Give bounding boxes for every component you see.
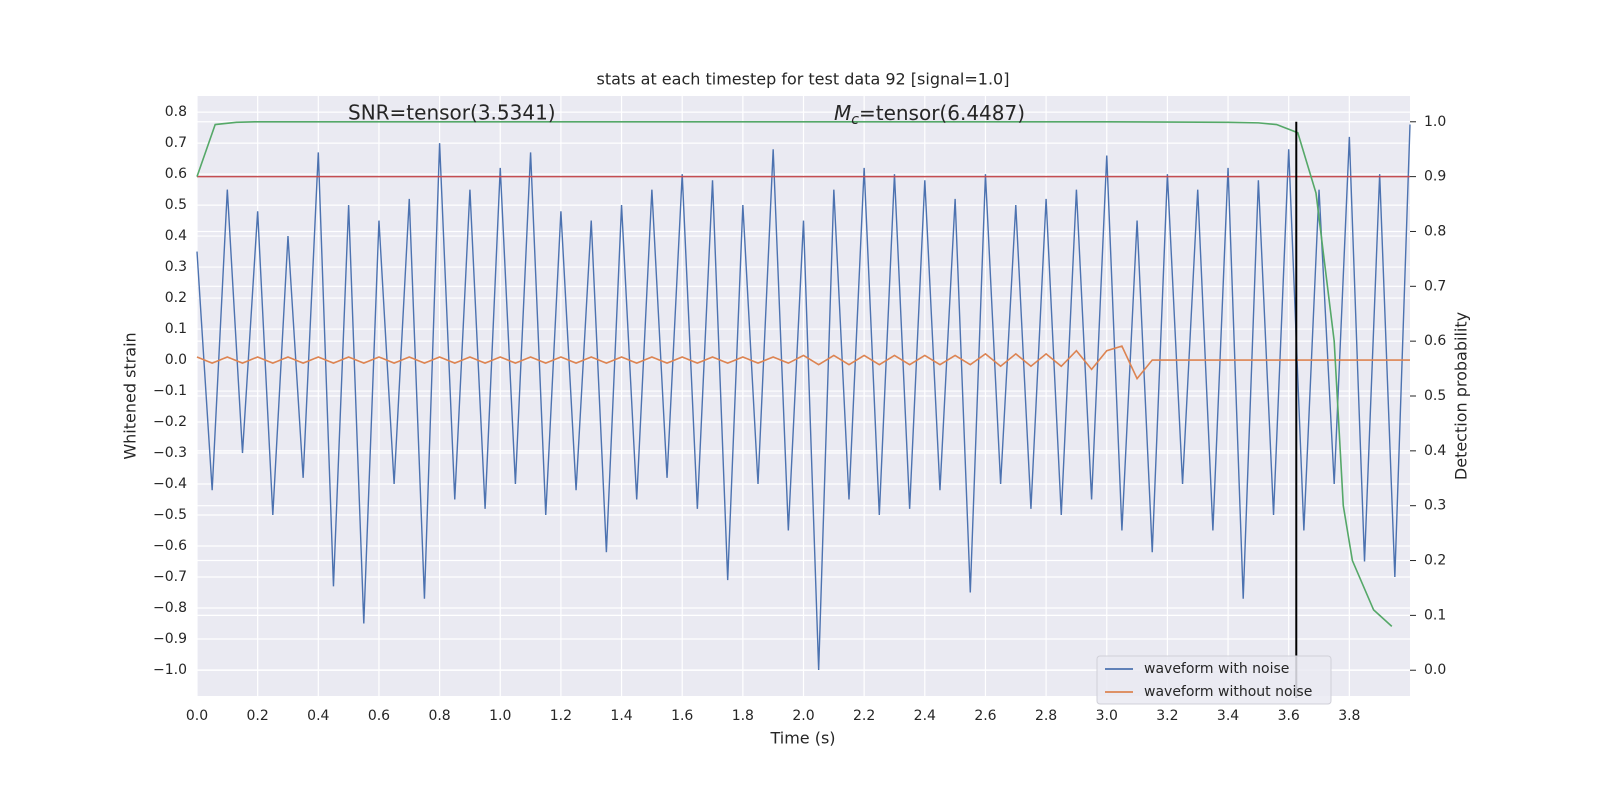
y-tick-label: −0.9 xyxy=(153,631,187,647)
y-tick-label: −1.0 xyxy=(153,662,187,678)
x-tick-label: 3.6 xyxy=(1278,708,1300,724)
x-tick-label: 3.0 xyxy=(1096,708,1118,724)
x-tick-label: 0.6 xyxy=(368,708,390,724)
chart-title: stats at each timestep for test data 92 … xyxy=(597,70,1010,89)
annotation: Mc=tensor(6.4487) xyxy=(834,101,1025,129)
x-tick-label: 0.8 xyxy=(428,708,450,724)
legend-label: waveform without noise xyxy=(1144,684,1312,700)
y-tick-label: 0.5 xyxy=(165,197,187,213)
y-tick-label: 0.8 xyxy=(165,104,187,120)
y2-axis-label: Detection probability xyxy=(1452,312,1471,480)
y2-tick-label: 0.8 xyxy=(1424,223,1446,239)
x-tick-label: 3.8 xyxy=(1338,708,1360,724)
y-tick-label: 0.1 xyxy=(165,321,187,337)
x-tick-label: 3.4 xyxy=(1217,708,1239,724)
y2-tick-label: 0.4 xyxy=(1424,443,1446,459)
x-tick-label: 2.0 xyxy=(792,708,814,724)
annotation-text: =tensor(6.4487) xyxy=(859,101,1025,125)
series-line xyxy=(196,345,1410,381)
x-tick-label: 1.8 xyxy=(732,708,754,724)
y2-tick-label: 0.3 xyxy=(1424,498,1446,514)
y2-tick-label: 0.1 xyxy=(1424,607,1446,623)
y-tick-label: 0.3 xyxy=(165,259,187,275)
y-tick-label: −0.7 xyxy=(153,569,187,585)
annotation-symbol: M xyxy=(834,101,851,125)
x-tick-label: 2.4 xyxy=(914,708,936,724)
y-tick-label: −0.6 xyxy=(153,538,187,554)
y-tick-label: −0.5 xyxy=(153,507,187,523)
legend: waveform with noise waveform without nois… xyxy=(1096,655,1332,705)
series-line xyxy=(196,124,1411,670)
y2-tick-label: 1.0 xyxy=(1424,114,1446,130)
series-line xyxy=(196,120,1393,627)
y-tick-label: −0.4 xyxy=(153,476,187,492)
legend-box xyxy=(1096,655,1332,705)
y-axis-label: Whitened strain xyxy=(121,332,140,459)
y2-tick-label: 0.2 xyxy=(1424,553,1446,569)
annotation: SNR=tensor(3.5341) xyxy=(348,101,556,125)
y2-tick-label: 0.7 xyxy=(1424,278,1446,294)
x-tick-label: 1.0 xyxy=(489,708,511,724)
x-tick-label: 1.2 xyxy=(550,708,572,724)
y2-tick-label: 0.5 xyxy=(1424,388,1446,404)
legend-label: waveform with noise xyxy=(1144,661,1289,677)
x-tick-label: 2.2 xyxy=(853,708,875,724)
x-tick-label: 0.0 xyxy=(186,708,208,724)
x-tick-label: 3.2 xyxy=(1156,708,1178,724)
y2-tick-label: 0.9 xyxy=(1424,169,1446,185)
y-tick-label: 0.4 xyxy=(165,228,187,244)
y-tick-label: 0.6 xyxy=(165,166,187,182)
x-tick-label: 1.6 xyxy=(671,708,693,724)
y-tick-label: −0.2 xyxy=(153,414,187,430)
x-tick-label: 2.6 xyxy=(974,708,996,724)
y2-tick-label: 0.6 xyxy=(1424,333,1446,349)
x-tick-label: 0.2 xyxy=(247,708,269,724)
annotation-subscript: c xyxy=(851,112,859,128)
y-tick-label: −0.8 xyxy=(153,600,187,616)
x-tick-label: 1.4 xyxy=(610,708,632,724)
y-tick-label: −0.1 xyxy=(153,383,187,399)
marks xyxy=(196,120,1411,698)
x-tick-label: 2.8 xyxy=(1035,708,1057,724)
y2-tick-label: 0.0 xyxy=(1424,662,1446,678)
y-tick-label: 0.0 xyxy=(165,352,187,368)
x-tick-label: 0.4 xyxy=(307,708,329,724)
y-tick-label: −0.3 xyxy=(153,445,187,461)
y-tick-label: 0.2 xyxy=(165,290,187,306)
y-tick-label: 0.7 xyxy=(165,135,187,151)
x-axis-label: Time (s) xyxy=(769,729,835,748)
